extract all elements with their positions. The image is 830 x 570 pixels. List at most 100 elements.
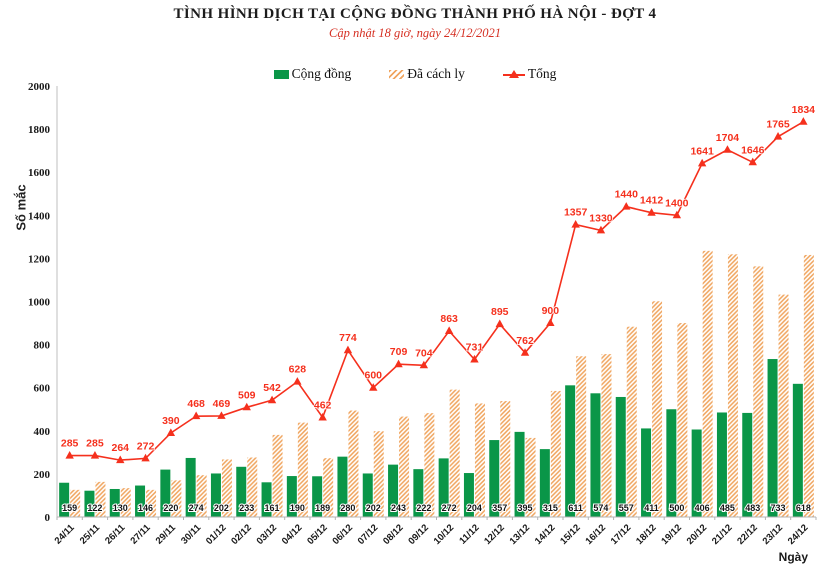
bar-cong-dong	[463, 473, 474, 517]
bar-cong-dong	[489, 440, 500, 517]
cong-dong-value-label: 130	[113, 503, 128, 513]
bar-da-cach-ly	[297, 422, 308, 517]
bar-da-cach-ly	[449, 389, 460, 517]
chart-canvas: 0 200 400 600 800 1000 1200 1400 1600 1800 2000 159…	[28, 81, 817, 547]
x-tick-label: 07/12	[356, 522, 381, 547]
legend-label: Đã cách ly	[407, 66, 465, 81]
cong-dong-value-label: 243	[391, 503, 406, 513]
x-tick-label: 08/12	[381, 522, 406, 547]
chart-legend: Cộng đồng Đã cách ly Tổng	[0, 66, 830, 82]
bar-value-labels: 159 122 130 146 220 274 202 233 161 190 189 280 202 2…	[61, 502, 812, 514]
cong-dong-value-label: 204	[467, 503, 482, 513]
x-tick-label: 26/11	[103, 522, 128, 547]
tong-marker-icon	[318, 412, 327, 421]
cong-dong-value-label: 272	[442, 503, 457, 513]
tong-marker-icon	[697, 158, 707, 167]
bar-cong-dong	[413, 469, 424, 517]
bar-da-cach-ly	[550, 390, 561, 517]
x-tick-label: 27/11	[128, 522, 153, 547]
cong-dong-value-label: 733	[771, 503, 786, 513]
bar-da-cach-ly	[474, 403, 485, 517]
tong-marker-icon	[141, 453, 150, 462]
cong-dong-value-label: 395	[518, 503, 533, 513]
bar-da-cach-ly	[500, 401, 511, 517]
cong-dong-value-label: 122	[87, 503, 102, 513]
tong-marker-icon	[293, 377, 302, 385]
tong-value-label: 264	[111, 442, 129, 454]
bar-cong-dong	[742, 412, 753, 517]
chart-subtitle: Cập nhật 18 giờ, ngày 24/12/2021	[329, 26, 501, 40]
y-tick-label: 0	[45, 512, 51, 524]
bar-cong-dong	[84, 490, 95, 517]
bar-cong-dong	[135, 485, 146, 517]
tong-marker-icon	[444, 326, 454, 335]
bar-da-cach-ly	[247, 457, 258, 517]
bar-cong-dong	[691, 429, 702, 517]
x-tick-label: 20/12	[685, 522, 710, 547]
tong-marker-icon	[166, 428, 176, 436]
tong-value-label: 774	[339, 332, 357, 344]
cong-dong-value-label: 280	[340, 503, 355, 513]
line-marker-swatch-icon	[502, 69, 525, 79]
bar-cong-dong	[438, 458, 449, 517]
tong-value-label: 272	[137, 440, 155, 452]
bar-cong-dong	[615, 396, 626, 517]
bar-da-cach-ly	[424, 413, 435, 517]
bar-cong-dong	[716, 412, 727, 517]
y-tick-label: 400	[34, 426, 51, 438]
cong-dong-value-label: 406	[695, 503, 710, 513]
tong-value-label: 709	[390, 346, 408, 358]
tong-value-label: 285	[61, 438, 79, 450]
tong-marker-icon	[470, 354, 479, 363]
tong-marker-icon	[799, 117, 808, 125]
tong-value-label: 1440	[615, 189, 639, 201]
green-bar-swatch-icon	[273, 69, 289, 79]
cong-dong-value-label: 161	[265, 503, 280, 513]
tong-marker-icon	[571, 219, 580, 228]
tong-value-label: 1704	[716, 132, 740, 144]
tong-value-label: 900	[542, 305, 560, 317]
bar-cong-dong	[337, 456, 348, 517]
bar-cong-dong	[236, 466, 247, 517]
tong-marker-icon	[369, 383, 378, 391]
y-axis-ticks: 0 200 400 600 800 1000 1200 1400 1600 1800 2000	[28, 81, 51, 524]
bar-cong-dong	[109, 488, 120, 517]
tong-marker-icon	[191, 411, 201, 420]
bar-da-cach-ly	[373, 431, 384, 517]
bar-cong-dong	[590, 393, 601, 517]
bar-da-cach-ly	[146, 489, 157, 517]
cong-dong-value-label: 220	[163, 503, 178, 513]
cong-dong-value-label: 189	[315, 503, 330, 513]
y-tick-label: 800	[34, 340, 51, 352]
bar-cong-dong	[261, 482, 272, 517]
tong-value-label: 762	[516, 335, 534, 347]
axes	[56, 86, 817, 520]
tong-marker-icon	[343, 345, 353, 354]
bar-da-cach-ly	[196, 475, 207, 517]
cong-dong-value-label: 190	[290, 503, 305, 513]
tong-marker-icon	[622, 202, 631, 210]
tong-marker-icon	[65, 450, 74, 459]
cong-dong-value-label: 233	[239, 503, 254, 513]
tong-value-label: 542	[263, 382, 281, 394]
tong-value-label: 1400	[665, 197, 689, 209]
x-tick-label: 05/12	[305, 522, 330, 547]
legend-label: Tổng	[527, 66, 557, 81]
bar-da-cach-ly	[120, 488, 131, 517]
bar-cong-dong	[59, 482, 70, 517]
tong-value-label: 1357	[564, 207, 588, 219]
bar-cong-dong	[185, 457, 196, 517]
tong-marker-icon	[419, 360, 429, 369]
bar-da-cach-ly	[171, 480, 182, 517]
chart-header: TÌNH HÌNH DỊCH TẠI CỘNG ĐỒNG THÀNH PHỐ H…	[0, 6, 830, 41]
x-tick-label: 24/12	[786, 522, 811, 547]
tong-value-label: 863	[440, 313, 458, 325]
cong-dong-value-label: 500	[669, 503, 684, 513]
x-tick-label: 19/12	[659, 522, 684, 547]
bar-da-cach-ly	[348, 410, 359, 517]
tong-value-label: 469	[213, 398, 231, 410]
x-tick-label: 13/12	[508, 522, 533, 547]
bar-cong-dong	[565, 385, 576, 517]
bar-da-cach-ly	[778, 294, 789, 517]
